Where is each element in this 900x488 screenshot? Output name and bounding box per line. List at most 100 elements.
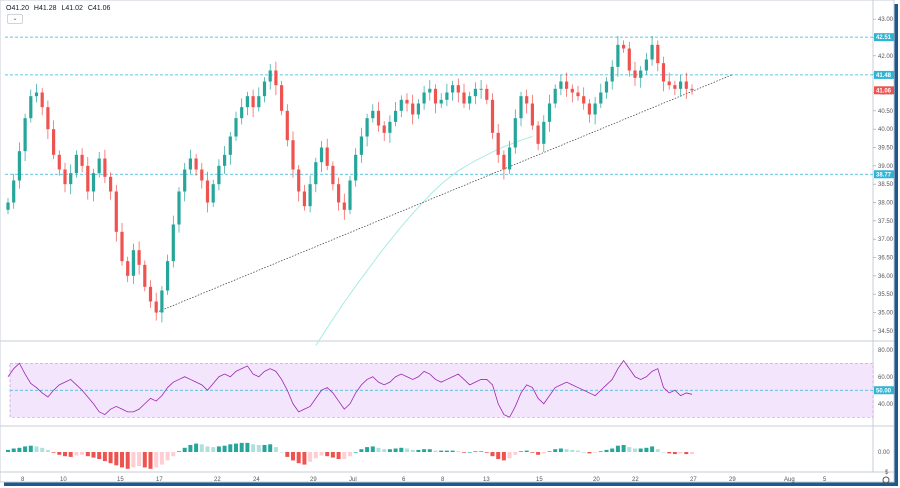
candle-up (354, 154, 358, 181)
time-axis-label: 17 (156, 477, 163, 483)
histogram-bar-positive (410, 449, 415, 452)
histogram-bar-negative (336, 452, 341, 459)
candle-up (610, 66, 614, 82)
price-axis-tick-label: 37.00 (878, 237, 894, 243)
histogram-bar-negative (63, 452, 67, 457)
candle-up (468, 96, 472, 104)
candle-up (639, 70, 643, 78)
legend-open: O41.20 (6, 5, 29, 12)
histogram-bar-positive (427, 449, 432, 452)
candle-up (177, 191, 181, 225)
histogram-bar-positive (234, 443, 238, 452)
candle-down (525, 96, 529, 104)
level-label-bg (874, 33, 894, 42)
histogram-bar-negative (319, 452, 324, 456)
histogram-bar-positive (273, 447, 278, 452)
candle-up (399, 99, 403, 111)
candle-up (262, 81, 267, 97)
histogram-bar-positive (216, 446, 221, 452)
price-axis-tick-label: 39.00 (878, 164, 894, 170)
candle-down (291, 140, 295, 170)
candle-down (684, 81, 688, 89)
candle-up (228, 136, 232, 155)
histogram-bar-positive (251, 444, 256, 452)
candle-up (240, 107, 244, 119)
histogram-bar-positive (205, 446, 210, 452)
candle-down (126, 261, 130, 276)
candle-down (673, 85, 677, 89)
collapse-legend-button[interactable]: ⌄ (7, 14, 23, 24)
histogram-bar-positive (228, 444, 233, 452)
histogram-bar-positive (422, 449, 427, 452)
histogram-bar-negative (97, 452, 102, 459)
candle-down (485, 88, 489, 100)
time-axis-label: 6 (402, 477, 406, 483)
candle-up (69, 173, 73, 185)
histogram-bar-positive (581, 452, 586, 453)
rsi-axis-tick-label: 40.00 (878, 402, 894, 408)
histogram-bar-negative (513, 452, 518, 455)
time-axis-label: Aug (784, 477, 795, 483)
time-axis-label: 5 (823, 477, 827, 483)
candle-up (171, 224, 175, 262)
candle-down (690, 88, 694, 91)
candle-down (280, 85, 284, 111)
histogram-bar-negative (125, 452, 130, 469)
candle-up (650, 44, 654, 60)
candle-down (627, 48, 631, 71)
candle-down (530, 103, 534, 126)
candle-up (616, 44, 620, 67)
candle-up (308, 184, 312, 207)
histogram-bar-negative (114, 452, 119, 466)
time-axis-label: 15 (536, 477, 543, 483)
histogram-bar-positive (188, 445, 193, 452)
candle-down (462, 92, 466, 104)
candle-down (656, 44, 660, 64)
candle-up (422, 92, 426, 104)
histogram-bar-negative (308, 452, 313, 462)
price-axis-tick-label: 37.50 (878, 219, 894, 225)
candles (6, 36, 694, 323)
candle-up (416, 103, 420, 115)
histogram-bar-negative (154, 452, 159, 468)
histogram-bar-positive (661, 452, 666, 453)
histogram-bar-positive (444, 450, 449, 452)
price-axis-tick-label: 43.00 (878, 17, 894, 23)
histogram-bar-positive (370, 446, 375, 452)
candle-down (661, 63, 666, 82)
price-axis-tick-label: 39.50 (878, 146, 894, 152)
candle-down (622, 44, 626, 49)
candle-down (120, 231, 124, 262)
time-axis-label: 22 (214, 477, 221, 483)
candle-down (490, 99, 495, 133)
candle-up (12, 180, 16, 203)
candle-up (131, 250, 135, 276)
histogram-bar-negative (171, 452, 176, 457)
histogram-bar-positive (604, 449, 609, 452)
candle-up (257, 96, 261, 108)
candle-down (376, 110, 381, 126)
histogram-bar-positive (11, 448, 16, 452)
histogram-bar-negative (108, 452, 113, 464)
candle-up (451, 85, 455, 93)
candle-down (274, 70, 278, 86)
histogram-bar-positive (479, 451, 484, 452)
histogram-bar-positive (610, 448, 615, 452)
candle-down (154, 301, 158, 313)
time-axis-label: 8 (441, 477, 445, 483)
price-axis-tick-label: 38.00 (878, 201, 894, 207)
price-axis-tick-label: 35.00 (878, 311, 894, 317)
histogram-bar-positive (655, 449, 660, 452)
histogram-bar-positive (34, 446, 39, 452)
candle-down (200, 169, 204, 181)
gear-icon[interactable] (882, 476, 890, 484)
histogram-bar-positive (627, 447, 632, 452)
candle-up (547, 103, 552, 122)
candle-down (302, 191, 306, 207)
candle-down (86, 165, 90, 192)
candle-up (6, 202, 10, 210)
time-axis-label: 29 (310, 477, 317, 483)
candle-down (114, 191, 118, 232)
rsi-value-label-bg (874, 386, 894, 395)
